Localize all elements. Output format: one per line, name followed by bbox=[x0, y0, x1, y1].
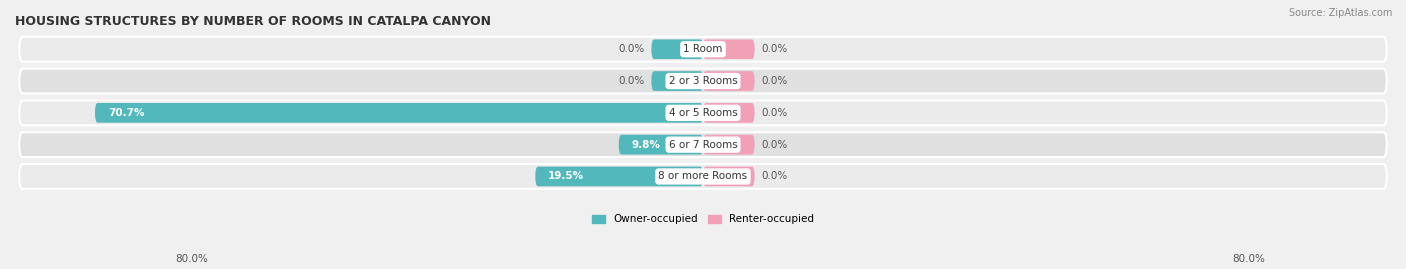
Text: HOUSING STRUCTURES BY NUMBER OF ROOMS IN CATALPA CANYON: HOUSING STRUCTURES BY NUMBER OF ROOMS IN… bbox=[15, 15, 491, 28]
FancyBboxPatch shape bbox=[703, 103, 755, 123]
Text: 4 or 5 Rooms: 4 or 5 Rooms bbox=[669, 108, 737, 118]
Text: 0.0%: 0.0% bbox=[762, 76, 787, 86]
FancyBboxPatch shape bbox=[619, 135, 703, 154]
FancyBboxPatch shape bbox=[20, 37, 1386, 62]
FancyBboxPatch shape bbox=[536, 167, 703, 186]
Text: 9.8%: 9.8% bbox=[631, 140, 661, 150]
Text: 1 Room: 1 Room bbox=[683, 44, 723, 54]
FancyBboxPatch shape bbox=[20, 69, 1386, 93]
Text: 70.7%: 70.7% bbox=[108, 108, 145, 118]
FancyBboxPatch shape bbox=[651, 39, 703, 59]
Text: 0.0%: 0.0% bbox=[762, 140, 787, 150]
FancyBboxPatch shape bbox=[20, 132, 1386, 157]
Text: 6 or 7 Rooms: 6 or 7 Rooms bbox=[669, 140, 737, 150]
Text: 80.0%: 80.0% bbox=[176, 254, 208, 264]
Text: 0.0%: 0.0% bbox=[619, 44, 644, 54]
Text: 0.0%: 0.0% bbox=[762, 171, 787, 182]
Text: 8 or more Rooms: 8 or more Rooms bbox=[658, 171, 748, 182]
FancyBboxPatch shape bbox=[703, 71, 755, 91]
FancyBboxPatch shape bbox=[703, 167, 755, 186]
FancyBboxPatch shape bbox=[703, 135, 755, 154]
FancyBboxPatch shape bbox=[703, 39, 755, 59]
FancyBboxPatch shape bbox=[96, 103, 703, 123]
Text: 0.0%: 0.0% bbox=[762, 44, 787, 54]
FancyBboxPatch shape bbox=[20, 100, 1386, 125]
Text: Source: ZipAtlas.com: Source: ZipAtlas.com bbox=[1288, 8, 1392, 18]
Text: 0.0%: 0.0% bbox=[762, 108, 787, 118]
FancyBboxPatch shape bbox=[20, 164, 1386, 189]
Legend: Owner-occupied, Renter-occupied: Owner-occupied, Renter-occupied bbox=[588, 210, 818, 229]
Text: 80.0%: 80.0% bbox=[1233, 254, 1265, 264]
FancyBboxPatch shape bbox=[651, 71, 703, 91]
Text: 0.0%: 0.0% bbox=[619, 76, 644, 86]
Text: 2 or 3 Rooms: 2 or 3 Rooms bbox=[669, 76, 737, 86]
Text: 19.5%: 19.5% bbox=[548, 171, 585, 182]
